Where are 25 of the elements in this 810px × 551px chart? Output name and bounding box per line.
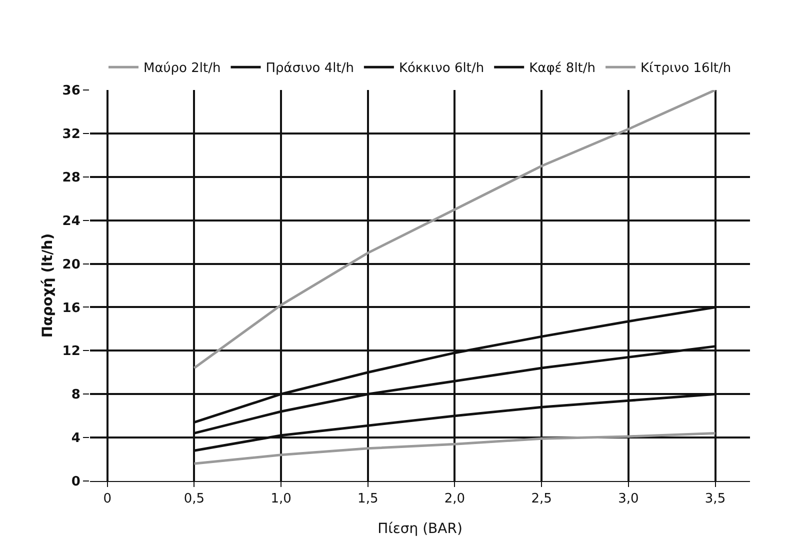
y-tick-label: 8 bbox=[71, 388, 80, 403]
x-tick-label: 2,0 bbox=[444, 492, 466, 507]
y-axis-title: Παροχή (lt/h) bbox=[40, 233, 56, 338]
x-tick-label: 0,5 bbox=[184, 492, 205, 507]
legend-label: Κόκκινο 6lt/h bbox=[398, 61, 484, 76]
x-tick-label: 3,0 bbox=[618, 492, 639, 507]
x-tick-label: 1,0 bbox=[270, 492, 292, 507]
x-tick-label: 3,5 bbox=[704, 492, 726, 507]
legend-label: Κίτρινο 16lt/h bbox=[640, 61, 732, 76]
y-tick-label: 16 bbox=[62, 300, 80, 316]
y-tick-label: 20 bbox=[62, 257, 80, 272]
y-tick-label: 32 bbox=[62, 126, 80, 142]
y-tick-label: 12 bbox=[62, 344, 80, 360]
y-tick-label: 0 bbox=[71, 474, 80, 490]
legend-label: Μαύρο 2lt/h bbox=[144, 61, 221, 76]
x-tick-label: 2,5 bbox=[531, 492, 552, 507]
x-tick-label: 1,5 bbox=[358, 492, 378, 507]
legend-label: Πράσινο 4lt/h bbox=[266, 61, 354, 76]
y-tick-label: 24 bbox=[62, 214, 80, 229]
y-tick-label: 36 bbox=[62, 84, 80, 99]
legend-label: Καφέ 8lt/h bbox=[529, 61, 596, 76]
y-tick-label: 4 bbox=[71, 431, 80, 446]
x-axis-title: Πίεση (BAR) bbox=[378, 521, 462, 537]
x-tick-label: 0 bbox=[103, 492, 112, 507]
y-tick-label: 28 bbox=[62, 170, 80, 186]
